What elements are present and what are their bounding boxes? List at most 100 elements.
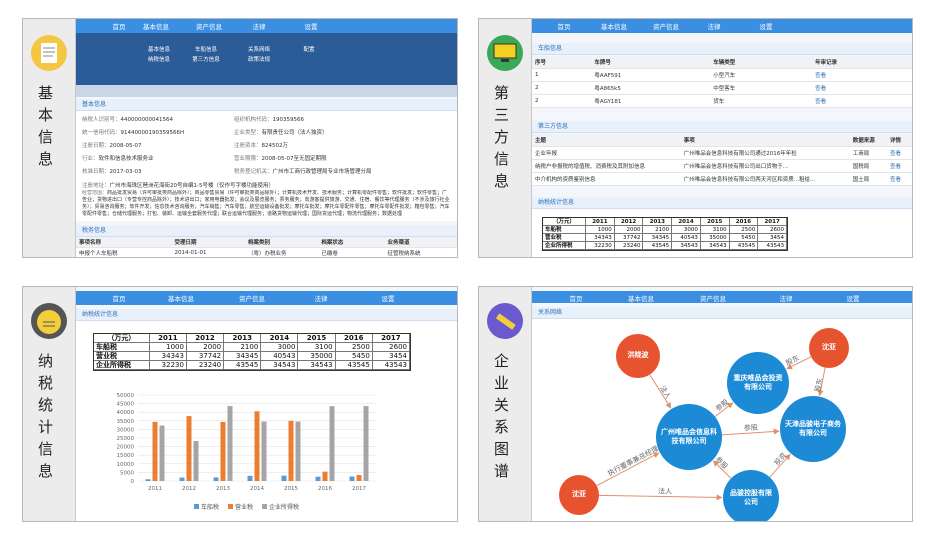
bar	[349, 476, 355, 481]
nav-item[interactable]: 设置	[304, 23, 318, 31]
field-value: 824502万	[261, 143, 289, 149]
nav-item[interactable]: 基本信息	[143, 23, 169, 31]
x-tick-label: 2015	[284, 486, 298, 492]
edge-label: 参股	[714, 455, 730, 471]
submenu-item[interactable]: 车船信息	[194, 47, 218, 53]
section-title: 税务信息	[76, 225, 457, 237]
graph-node[interactable]: 沈亚	[559, 475, 599, 515]
submenu-item[interactable]: 纳税信息	[147, 57, 171, 63]
nav-item[interactable]: 法律	[707, 23, 721, 31]
nav-item[interactable]: 首页	[112, 295, 126, 303]
stats-row-name: 车船税	[543, 226, 587, 234]
nav-item[interactable]: 首页	[557, 23, 571, 31]
table-cell[interactable]: 查看	[886, 173, 912, 186]
table-cell[interactable]: 查看	[812, 69, 912, 82]
bar	[247, 475, 253, 481]
edge	[596, 452, 660, 487]
field-value: 2017-03-03	[109, 169, 142, 175]
graph-node[interactable]: 洪晓波	[616, 334, 660, 378]
edge	[714, 402, 734, 418]
nav-item[interactable]: 首页	[112, 23, 126, 31]
content: 首页 基本信息 资产信息 法律 设置 车船信息 序号 车牌号 车辆类型 年审记录 1 粤AAF591 小…	[532, 19, 912, 257]
submenu-item[interactable]: 配置	[303, 47, 315, 53]
field-value: 有限责任公司（法人独资）	[261, 130, 328, 136]
nav-item[interactable]: 资产信息	[239, 295, 265, 303]
nav-item[interactable]: 基本信息	[168, 295, 194, 303]
graph-node[interactable]: 天津品骏电子商务有限公司	[780, 396, 846, 462]
stats-row-name: 企业所得税	[94, 361, 150, 370]
field: 注册日期：2008-05-07	[82, 141, 141, 149]
table-cell[interactable]: 查看	[812, 82, 912, 95]
x-tick-label: 2011	[148, 486, 162, 492]
sidebar: 企业关系图谱	[479, 287, 532, 521]
stats-value: 34343	[586, 234, 615, 242]
x-tick-label: 2014	[250, 486, 264, 492]
nav-item[interactable]: 法律	[314, 295, 328, 303]
submenu-item[interactable]: 关系网络	[247, 47, 271, 53]
nav-bar: 首页 基本信息 资产信息 法律 设置	[76, 19, 457, 33]
field-value: 2008-05-07至无固定期限	[261, 156, 327, 162]
field-value: 190359566	[272, 117, 305, 123]
bar	[159, 425, 165, 481]
nav-item[interactable]: 设置	[846, 295, 860, 303]
bar	[329, 406, 335, 481]
legend-swatch	[194, 504, 199, 509]
card	[76, 99, 457, 221]
table-cell[interactable]: 查看	[886, 147, 912, 160]
panel-tax: 纳税统计信息 首页 基本信息 资产信息 法律 设置 纳税统计信息 （万元） 2011 2012 2…	[22, 286, 458, 522]
nav-item[interactable]: 设置	[759, 23, 773, 31]
stats-year: 2013	[643, 218, 673, 226]
nav-item[interactable]: 基本信息	[601, 23, 627, 31]
field-label: 注册资本：	[234, 143, 262, 149]
field-label: 注册日期：	[82, 143, 110, 149]
table: 事项名称 受理日期 档案类别 档案状态 业务渠道 申报个人车船税 2014-01-01 （粤）…	[76, 237, 457, 257]
table-cell: （粤）办税业务	[245, 248, 318, 257]
edge-label: 参股	[744, 423, 759, 433]
nav-item[interactable]: 法律	[779, 295, 793, 303]
submenu-item[interactable]: 第三方信息	[192, 57, 220, 63]
field: 营业期限：2008-05-07至无固定期限	[234, 154, 326, 162]
legend-label: 营业税	[235, 503, 253, 511]
submenu-item[interactable]: 基本信息	[147, 47, 171, 53]
stats-value: 43543	[758, 242, 787, 250]
field: 组织机构代码：190359566	[234, 115, 304, 123]
submenu-item[interactable]: 政策法规	[247, 57, 271, 63]
stats-year: 2016	[335, 334, 373, 343]
bar	[288, 420, 294, 481]
table-cell: 工商局	[849, 147, 887, 160]
nav-item[interactable]: 设置	[381, 295, 395, 303]
bar	[227, 406, 233, 481]
edge-label: 执行董事兼总经理	[606, 444, 660, 478]
nav-item[interactable]: 首页	[569, 295, 583, 303]
graph-node[interactable]: 品骏控股有限公司	[723, 470, 779, 521]
graph-node[interactable]: 重庆唯品会投资有限公司	[727, 352, 789, 414]
stats-year: 2012	[186, 334, 225, 343]
table-header: 事项	[680, 134, 850, 147]
graph-node[interactable]: 沈亚	[809, 328, 849, 368]
table-cell: 广州唯品会信息科技有限公司两天河区和资质...租给...	[680, 173, 850, 186]
table-header: 车牌号	[591, 56, 711, 69]
nav-item[interactable]: 基本信息	[628, 295, 654, 303]
content: 首页 基本信息 资产信息 法律 设置 基本信息 车船信息 关系网络 配置 纳税信息 第三方信息 政策法…	[76, 19, 457, 257]
edge-label: 法人	[658, 486, 672, 495]
table-cell: 货车	[710, 95, 813, 108]
nav-item[interactable]: 资产信息	[700, 295, 726, 303]
table-cell[interactable]: 查看	[886, 160, 912, 173]
scope: 经营范围：商品批发贸易（许可审批类商品除外）；商品零售贸易（许可审批类商品除外）…	[82, 190, 452, 220]
nav-item[interactable]: 法律	[252, 23, 266, 31]
graph-node[interactable]: 广州唯品会信息科技有限公司	[656, 404, 722, 470]
address: 注册地址：广州市海珠区琶洲花海街20号自编1-5号楼（仅作写字楼功能使用）	[82, 181, 274, 189]
field-value: 广州市海珠区琶洲花海街20号自编1-5号楼（仅作写字楼功能使用）	[109, 183, 274, 189]
icon	[31, 35, 67, 71]
nav-item[interactable]: 资产信息	[196, 23, 222, 31]
table-cell: 国税局	[849, 160, 887, 173]
edge	[712, 460, 732, 479]
stats-value: 2100	[224, 343, 262, 352]
table-cell[interactable]: 查看	[812, 95, 912, 108]
stats-unit: （万元）	[94, 334, 150, 343]
stats-value: 2100	[643, 226, 673, 234]
bar	[281, 475, 287, 481]
nav-item[interactable]: 资产信息	[653, 23, 679, 31]
stats-value: 34543	[261, 361, 299, 370]
table-header: 档案状态	[318, 237, 385, 248]
